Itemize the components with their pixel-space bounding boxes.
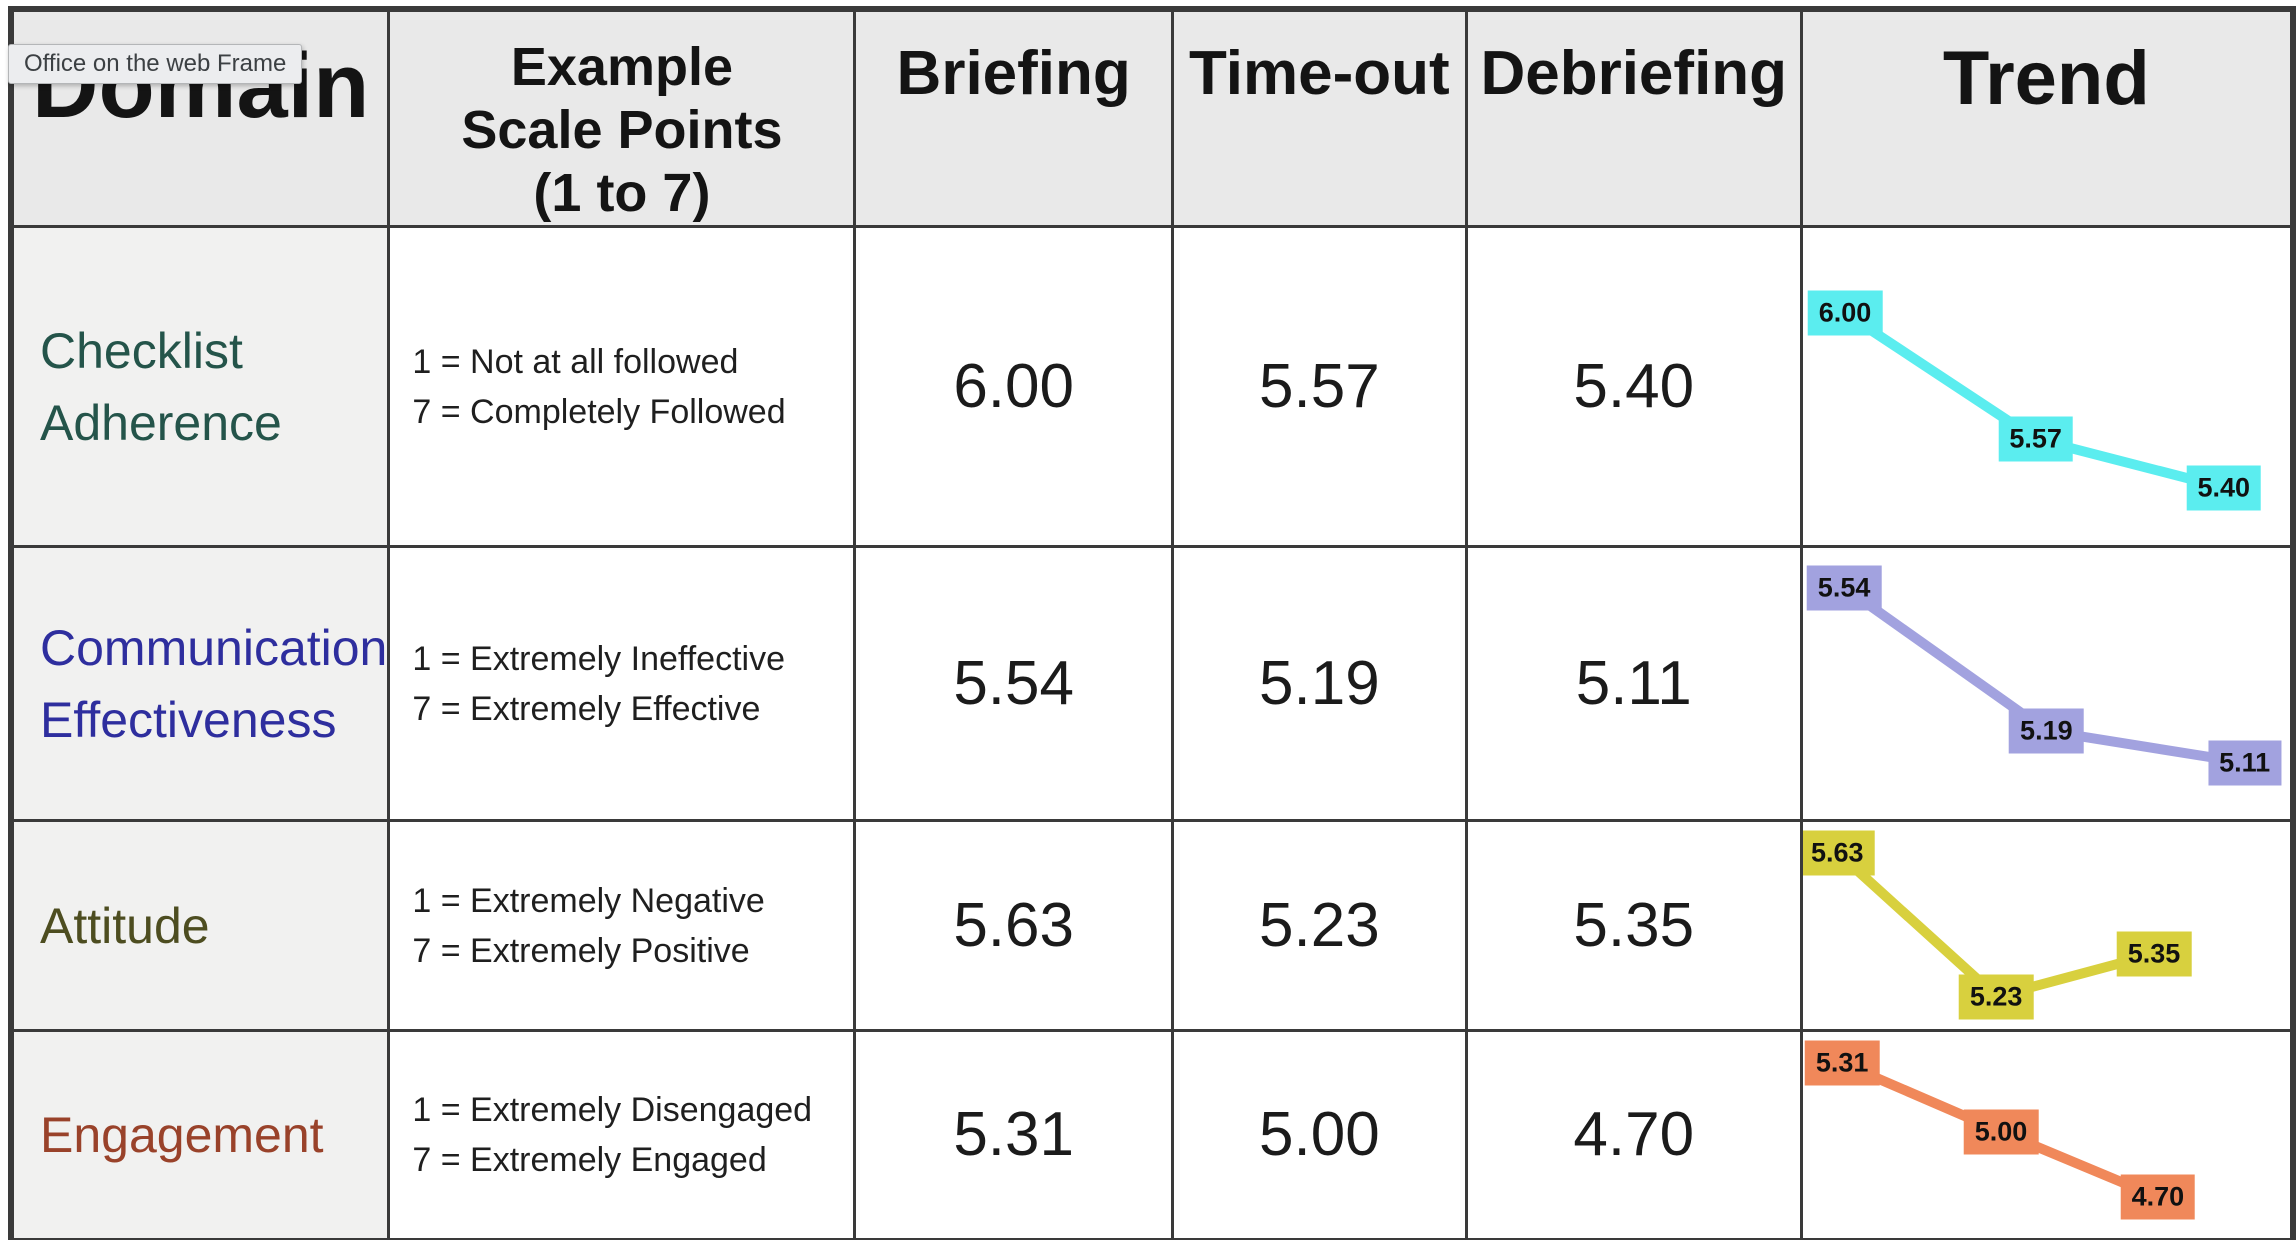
browser-tooltip: Office on the web Frame [8,44,303,84]
domain-label: Checklist Adherence [40,322,282,451]
metrics-table[interactable]: Domain Example Scale Points (1 to 7) Bri… [8,6,2296,1240]
trend-cell-checklist[interactable]: 6.00 5.57 5.40 [1799,225,2295,548]
table-row-engagement: Engagement 1 = Extremely Disengaged 7 = … [9,1029,2295,1240]
trend-point-label: 5.31 [1804,1040,1880,1086]
header-cell-scale-points[interactable]: Example Scale Points (1 to 7) [387,7,857,228]
timeout-value-communication[interactable]: 5.19 [1170,545,1468,822]
trend-point-label: 5.19 [2009,708,2084,754]
header-cell-briefing[interactable]: Briefing [853,7,1174,228]
scale-line-low: 1 = Extremely Disengaged [412,1090,813,1129]
domain-cell-attitude[interactable]: Attitude [9,819,391,1032]
debriefing-value-checklist[interactable]: 5.40 [1464,225,1803,548]
domain-cell-checklist[interactable]: Checklist Adherence [9,225,391,548]
scale-line-low: 1 = Extremely Ineffective [412,639,785,678]
header-label-debriefing: Debriefing [1480,39,1788,108]
header-label-scale-points: Scale Points [461,100,783,160]
trend-cell-attitude[interactable]: 5.63 5.23 5.35 [1799,819,2295,1032]
debriefing-value-engagement[interactable]: 4.70 [1464,1029,1803,1240]
header-label-timeout: Time-out [1189,39,1450,108]
table-row-checklist-adherence: Checklist Adherence 1 = Not at all follo… [9,225,2295,548]
timeout-value-engagement[interactable]: 5.00 [1170,1029,1468,1240]
header-label-1to7: (1 to 7) [533,163,711,223]
table-row-attitude: Attitude 1 = Extremely Negative 7 = Extr… [9,819,2295,1032]
trend-cell-engagement[interactable]: 5.31 5.00 4.70 [1799,1029,2295,1240]
header-cell-timeout[interactable]: Time-out [1170,7,1468,228]
timeout-value-checklist[interactable]: 5.57 [1170,225,1468,548]
briefing-value-checklist[interactable]: 6.00 [853,225,1174,548]
trend-point-label: 5.54 [1806,565,1882,611]
domain-label: Attitude [40,897,210,954]
trend-point-label: 5.35 [2116,931,2192,977]
debriefing-value-attitude[interactable]: 5.35 [1464,819,1803,1032]
briefing-value-attitude[interactable]: 5.63 [853,819,1174,1032]
header-cell-domain[interactable]: Domain [9,7,391,228]
scale-line-low: 1 = Extremely Negative [412,881,765,920]
header-label-example: Example [510,37,733,97]
scale-cell-engagement[interactable]: 1 = Extremely Disengaged 7 = Extremely E… [387,1029,857,1240]
trend-sparkline: 5.54 5.19 5.11 [1804,550,2290,818]
trend-point-label: 6.00 [1807,290,1883,336]
domain-cell-communication[interactable]: Communication Effectiveness [9,545,391,822]
header-label-briefing: Briefing [896,39,1131,108]
header-label-trend: Trend [1942,36,2150,121]
trend-point-label: 4.70 [2120,1174,2196,1220]
scale-line-low: 1 = Not at all followed [412,342,739,381]
briefing-value-engagement[interactable]: 5.31 [853,1029,1174,1240]
trend-point-label: 5.63 [1804,830,1875,876]
trend-cell-communication[interactable]: 5.54 5.19 5.11 [1799,545,2295,822]
header-cell-debriefing[interactable]: Debriefing [1464,7,1803,228]
scale-cell-attitude[interactable]: 1 = Extremely Negative 7 = Extremely Pos… [387,819,857,1032]
domain-label: Engagement [40,1106,324,1163]
scale-line-high: 7 = Completely Followed [412,392,786,431]
scale-cell-communication[interactable]: 1 = Extremely Ineffective 7 = Extremely … [387,545,857,822]
trend-point-label: 5.11 [2208,740,2282,786]
domain-cell-engagement[interactable]: Engagement [9,1029,391,1240]
header-cell-trend[interactable]: Trend [1799,7,2295,228]
scale-cell-checklist[interactable]: 1 = Not at all followed 7 = Completely F… [387,225,857,548]
domain-label: Communication Effectiveness [40,619,388,748]
scale-line-high: 7 = Extremely Effective [412,689,761,728]
timeout-value-attitude[interactable]: 5.23 [1170,819,1468,1032]
trend-point-label: 5.40 [2186,465,2261,511]
trend-point-label: 5.23 [1958,974,2034,1019]
trend-point-label: 5.57 [1998,416,2073,462]
trend-sparkline: 5.31 5.00 4.70 [1804,1034,2290,1238]
scale-line-high: 7 = Extremely Positive [412,931,750,970]
scale-line-high: 7 = Extremely Engaged [412,1140,767,1179]
debriefing-value-communication[interactable]: 5.11 [1464,545,1803,822]
trend-sparkline: 5.63 5.23 5.35 [1804,824,2290,1028]
trend-sparkline: 6.00 5.57 5.40 [1804,230,2290,544]
briefing-value-communication[interactable]: 5.54 [853,545,1174,822]
table-row-communication-effectiveness: Communication Effectiveness 1 = Extremel… [9,545,2295,822]
trend-point-label: 5.00 [1963,1109,2039,1155]
